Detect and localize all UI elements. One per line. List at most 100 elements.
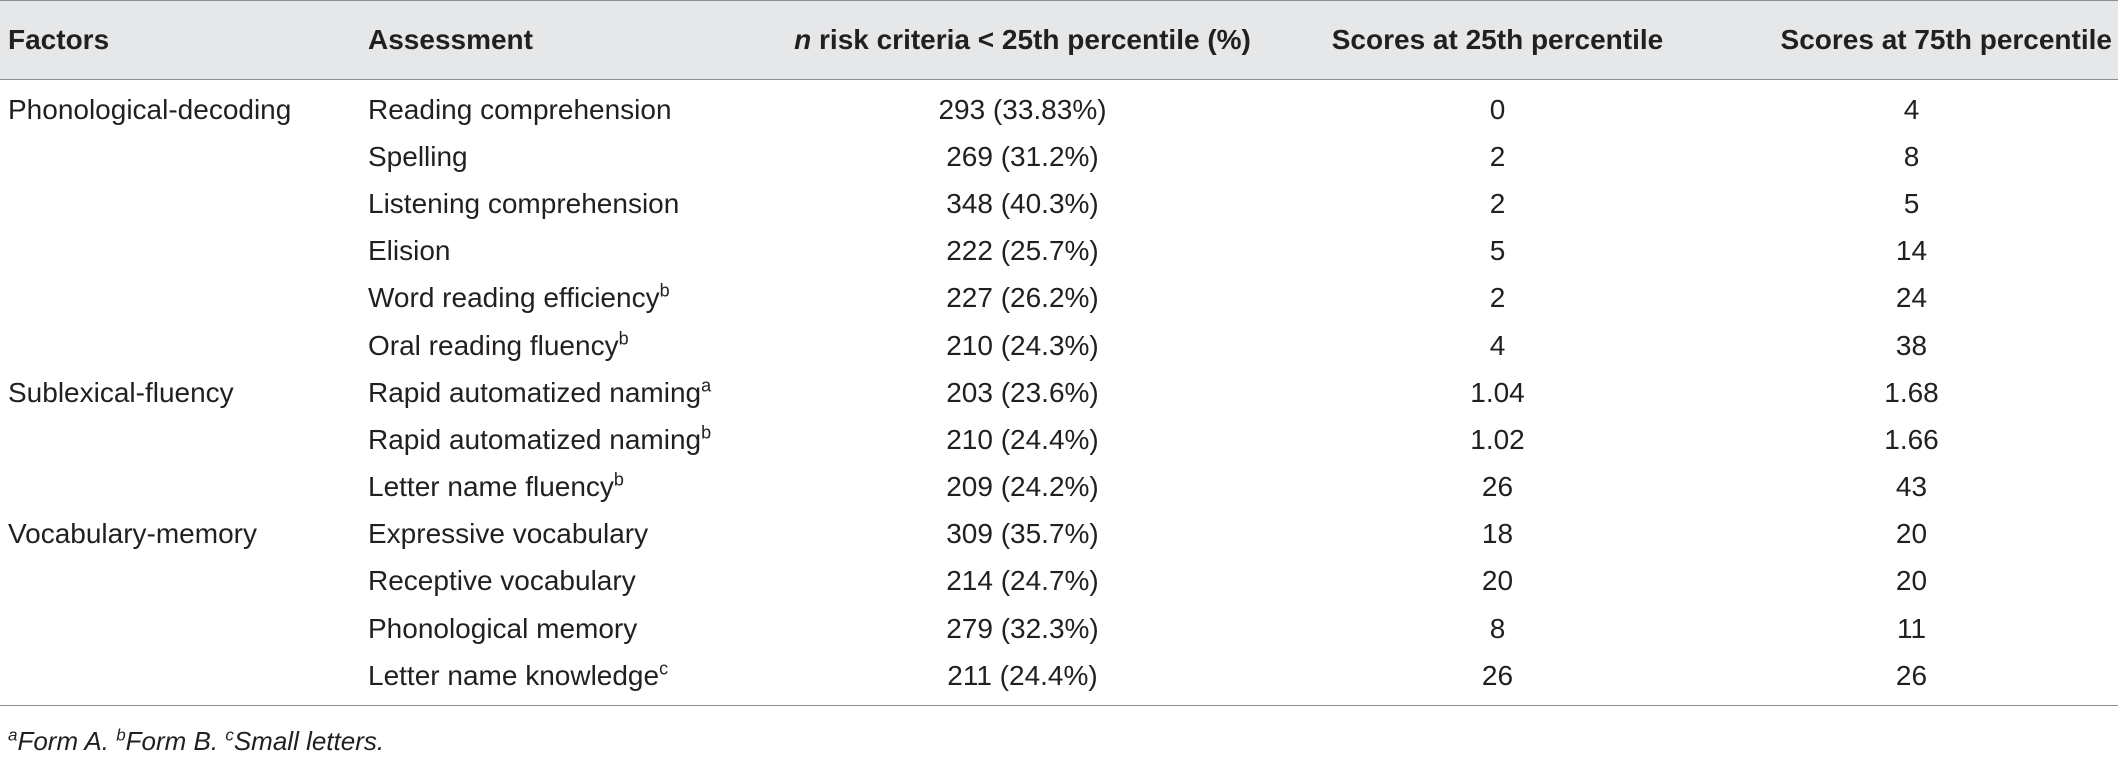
cell-score-75th: 20 <box>1895 518 1928 550</box>
header-scores-75th: Scores at 75th percentile <box>1705 0 2118 80</box>
cell-score-25th: 1.04 <box>1470 376 1525 408</box>
cell-risk-criteria: 279 (32.3%) <box>946 612 1099 644</box>
table-body: Phonological-decoding Reading comprehensi… <box>0 80 2118 707</box>
footnote-text: Form B. <box>125 726 226 756</box>
cell-risk-criteria: 210 (24.3%) <box>946 329 1099 361</box>
cell-assessment: Oral reading fluencyb <box>360 322 755 369</box>
table-header-row: Factors Assessment n risk criteria < 25t… <box>0 0 2118 80</box>
cell-score-75th: 4 <box>1903 93 1920 125</box>
cell-score-25th: 4 <box>1489 329 1506 361</box>
header-scores-25th: Scores at 25th percentile <box>1290 0 1705 80</box>
cell-assessment: Letter name fluencyb <box>360 464 755 511</box>
cell-assessment: Spelling <box>360 133 755 180</box>
cell-assessment: Expressive vocabulary <box>360 511 755 558</box>
footnote-marker: a <box>701 375 712 396</box>
header-risk-n: n <box>794 24 812 55</box>
cell-assessment: Receptive vocabulary <box>360 558 755 605</box>
table-row: Sublexical-fluency Rapid automatized nami… <box>0 369 2118 416</box>
table-row: Rapid automatized namingb 210 (24.4%) 1.02… <box>0 416 2118 463</box>
cell-factor <box>0 228 360 275</box>
cell-score-25th: 2 <box>1489 282 1506 314</box>
cell-risk-criteria: 214 (24.7%) <box>946 565 1099 597</box>
cell-factor <box>0 605 360 652</box>
footnote-marker: b <box>618 328 629 349</box>
assessment-label: Listening comprehension <box>368 187 680 219</box>
footnote-marker: b <box>659 281 670 302</box>
table-row: Letter name fluencyb 209 (24.2%) 26 43 <box>0 464 2118 511</box>
cell-score-75th: 24 <box>1895 282 1928 314</box>
cell-score-75th: 8 <box>1903 140 1920 172</box>
table-row: Phonological memory 279 (32.3%) 8 11 <box>0 605 2118 652</box>
cell-assessment: Reading comprehension <box>360 80 755 134</box>
cell-risk-criteria: 209 (24.2%) <box>946 471 1099 503</box>
footnote-marker: b <box>613 469 624 490</box>
cell-assessment: Listening comprehension <box>360 180 755 227</box>
assessment-label: Oral reading fluency <box>368 329 619 361</box>
footnote-mark: a <box>8 725 18 745</box>
footnote-mark: c <box>225 725 234 745</box>
cell-score-25th: 20 <box>1481 565 1514 597</box>
cell-risk-criteria: 227 (26.2%) <box>946 282 1099 314</box>
table-row: Receptive vocabulary 214 (24.7%) 20 20 <box>0 558 2118 605</box>
cell-score-25th: 8 <box>1489 612 1506 644</box>
table-row: Oral reading fluencyb 210 (24.3%) 4 38 <box>0 322 2118 369</box>
table-row: Listening comprehension 348 (40.3%) 2 5 <box>0 180 2118 227</box>
cell-score-25th: 18 <box>1481 518 1514 550</box>
cell-score-25th: 2 <box>1489 140 1506 172</box>
assessment-label: Expressive vocabulary <box>368 518 649 550</box>
cell-score-25th: 5 <box>1489 235 1506 267</box>
cell-risk-criteria: 211 (24.4%) <box>755 652 1290 707</box>
cell-factor <box>0 464 360 511</box>
assessment-label: Letter name knowledge <box>368 659 660 691</box>
cell-assessment: Word reading efficiencyb <box>360 275 755 322</box>
assessment-label: Receptive vocabulary <box>368 565 636 597</box>
footnote-text: Small letters. <box>233 726 385 756</box>
footnote-text: Form A. <box>17 726 117 756</box>
table-row: Phonological-decoding Reading comprehensi… <box>0 80 2118 134</box>
cell-factor <box>0 180 360 227</box>
cell-factor <box>0 558 360 605</box>
cell-factor: Vocabulary-memory <box>8 518 257 550</box>
cell-assessment: Elision <box>360 228 755 275</box>
cell-risk-criteria: 269 (31.2%) <box>946 140 1099 172</box>
cell-score-75th: 1.68 <box>1884 376 1939 408</box>
table-row: Spelling 269 (31.2%) 2 8 <box>0 133 2118 180</box>
table-row: Elision 222 (25.7%) 5 14 <box>0 228 2118 275</box>
cell-factor <box>0 275 360 322</box>
assessment-label: Rapid automatized naming <box>368 376 702 408</box>
assessment-label: Rapid automatized naming <box>368 423 702 455</box>
footnote-marker: c <box>659 658 669 679</box>
cell-assessment: Rapid automatized naminga <box>360 369 755 416</box>
assessment-label: Elision <box>368 235 451 267</box>
cell-assessment: Phonological memory <box>360 605 755 652</box>
assessment-label: Word reading efficiency <box>368 282 660 314</box>
assessment-label: Reading comprehension <box>368 93 672 125</box>
cell-risk-criteria: 210 (24.4%) <box>946 423 1099 455</box>
cell-score-25th: 2 <box>1489 187 1506 219</box>
cell-score-75th: 14 <box>1895 235 1928 267</box>
cell-score-75th: 11 <box>1896 612 1927 644</box>
cell-score-75th: 20 <box>1895 565 1928 597</box>
cell-score-25th: 1.02 <box>1470 423 1525 455</box>
cell-assessment: Letter name knowledgec <box>360 652 755 707</box>
cell-factor <box>0 652 360 707</box>
cell-score-75th: 38 <box>1895 329 1928 361</box>
cell-score-75th: 5 <box>1903 187 1920 219</box>
footnote-mark: b <box>116 725 126 745</box>
assessment-label: Letter name fluency <box>368 471 614 503</box>
header-factors: Factors <box>0 0 360 80</box>
cell-score-75th: 1.66 <box>1884 423 1939 455</box>
cell-risk-criteria: 348 (40.3%) <box>946 187 1099 219</box>
cell-assessment: Rapid automatized namingb <box>360 416 755 463</box>
assessment-label: Spelling <box>368 140 468 172</box>
cell-risk-criteria: 309 (35.7%) <box>946 518 1099 550</box>
cell-factor <box>0 133 360 180</box>
table-row: Word reading efficiencyb 227 (26.2%) 2 24 <box>0 275 2118 322</box>
risk-criteria-table: Factors Assessment n risk criteria < 25t… <box>0 0 2118 707</box>
cell-score-75th: 26 <box>1705 652 2118 707</box>
footnote-marker: b <box>701 422 712 443</box>
table-footnotes: aForm A. bForm B. cSmall letters. <box>8 726 384 757</box>
assessment-label: Phonological memory <box>368 612 638 644</box>
cell-factor <box>0 416 360 463</box>
header-risk-criteria: n risk criteria < 25th percentile (%) <box>755 0 1290 80</box>
